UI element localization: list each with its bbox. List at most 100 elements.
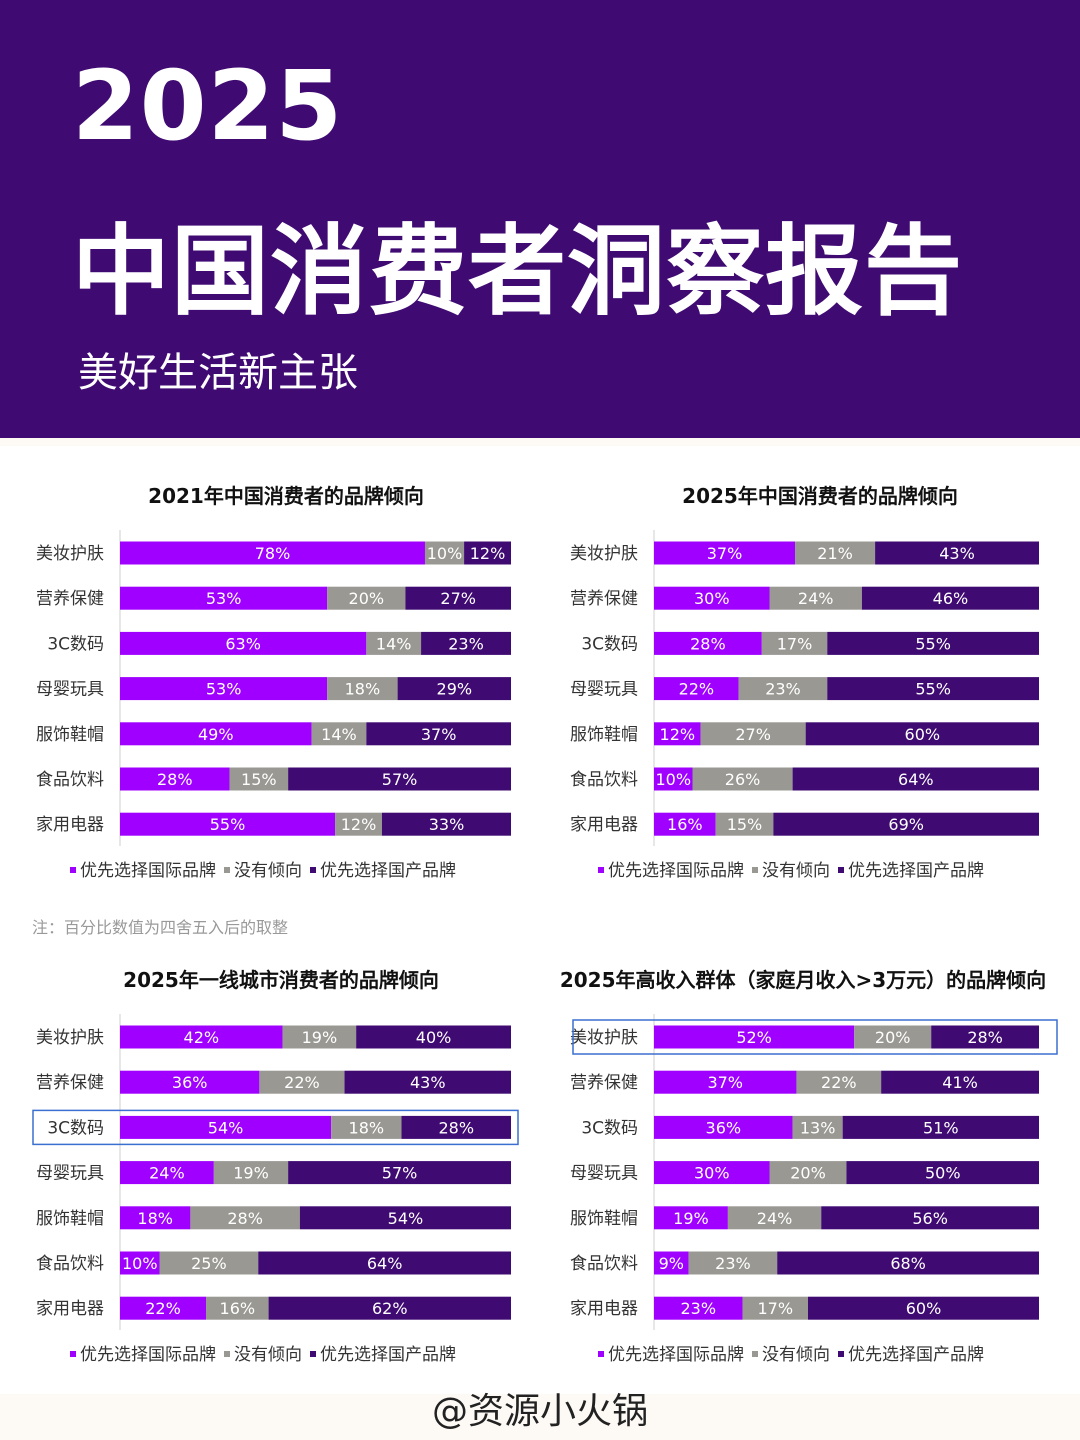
data-label: 37% [707, 1073, 743, 1092]
bar-segment [654, 1115, 793, 1139]
bar-segment [327, 677, 398, 701]
bar-segment [282, 1025, 357, 1049]
bar-segment [827, 631, 1039, 655]
legend-swatch [752, 867, 758, 873]
data-label: 57% [382, 770, 418, 789]
chart-brand-preference-tier1: 美妆护肤 42% 19% 40% 营养保健 36% 22% 43% 3C数码 54% 18% 28% 母… [32, 1014, 519, 1365]
report-year: 2025 [72, 50, 344, 162]
data-label: 17% [777, 634, 813, 653]
bar-segment [742, 1296, 808, 1320]
data-label: 53% [206, 589, 242, 608]
bar-segment [821, 1206, 1039, 1230]
highlight-box [572, 1019, 1058, 1055]
bar-segment [120, 1296, 207, 1320]
data-label: 27% [735, 725, 771, 744]
data-label: 18% [137, 1209, 173, 1228]
data-label: 22% [821, 1073, 857, 1092]
data-label: 78% [255, 544, 291, 563]
bar-segment [846, 1161, 1039, 1185]
bar-segment [421, 631, 511, 655]
chart-title-2025: 2025年中国消费者的品牌倾向 [682, 484, 958, 508]
bar-segment [795, 541, 876, 565]
bar-segment [861, 586, 1039, 610]
data-label: 19% [233, 1164, 269, 1183]
legend-label: 优先选择国产品牌 [848, 861, 984, 881]
category-label: 3C数码 [581, 634, 638, 654]
category-label: 美妆护肤 [36, 1028, 104, 1048]
category-label: 服饰鞋帽 [36, 1209, 104, 1229]
highlight-box [32, 1109, 519, 1146]
legend-label: 优先选择国产品牌 [320, 1345, 456, 1365]
bar-segment [805, 722, 1039, 746]
category-label: 食品饮料 [36, 1254, 104, 1274]
data-label: 69% [888, 815, 924, 834]
chart-brand-preference-2025: 美妆护肤 37% 21% 43% 营养保健 30% 24% 46% 3C数码 28% 17% 55% 母… [570, 530, 1039, 881]
data-label: 15% [241, 770, 277, 789]
data-label: 36% [706, 1118, 742, 1137]
data-label: 22% [145, 1299, 181, 1318]
bar-segment [120, 767, 230, 791]
bar-segment [120, 677, 328, 701]
bar-segment [120, 722, 312, 746]
data-label: 52% [736, 1028, 772, 1047]
data-label: 22% [284, 1073, 320, 1092]
legend-swatch [752, 1351, 758, 1357]
data-label: 24% [798, 589, 834, 608]
bar-segment [311, 722, 367, 746]
category-label: 食品饮料 [36, 770, 104, 790]
bar-segment [213, 1161, 289, 1185]
bar-segment [654, 586, 770, 610]
category-label: 3C数码 [581, 1118, 638, 1138]
data-label: 13% [800, 1118, 836, 1137]
bar-segment [875, 541, 1039, 565]
bar-segment [259, 1070, 345, 1094]
category-label: 3C数码 [47, 634, 104, 654]
bar-segment [727, 1206, 822, 1230]
data-label: 46% [933, 589, 969, 608]
bar-segment [796, 1070, 882, 1094]
bar-segment [854, 1025, 932, 1049]
bar-segment [258, 1251, 511, 1275]
data-label: 24% [149, 1164, 185, 1183]
chart-title-high-income: 2025年高收入群体（家庭月收入>3万元）的品牌倾向 [559, 968, 1047, 992]
bar-segment [366, 631, 422, 655]
legend-label: 优先选择国际品牌 [608, 1345, 744, 1365]
legend-swatch [838, 1351, 844, 1357]
data-label: 25% [191, 1254, 227, 1273]
legend-swatch [70, 867, 76, 873]
category-label: 服饰鞋帽 [570, 1209, 638, 1229]
data-label: 28% [690, 634, 726, 653]
bar-segment [356, 1025, 511, 1049]
bar-segment [206, 1296, 269, 1320]
bar-segment [288, 1161, 511, 1185]
data-label: 23% [765, 680, 801, 699]
data-label: 20% [790, 1164, 826, 1183]
data-label: 18% [349, 1118, 385, 1137]
bar-segment [654, 541, 796, 565]
legend-label: 优先选择国产品牌 [848, 1345, 984, 1365]
chart-title-2021: 2021年中国消费者的品牌倾向 [148, 484, 424, 508]
bar-segment [654, 631, 762, 655]
data-label: 17% [757, 1299, 793, 1318]
data-label: 30% [694, 589, 730, 608]
report-subtitle: 美好生活新主张 [78, 350, 358, 396]
data-label: 18% [345, 680, 381, 699]
bar-segment [464, 541, 511, 565]
legend-label: 没有倾向 [762, 861, 830, 881]
bar-segment [931, 1025, 1039, 1049]
data-label: 37% [707, 544, 743, 563]
data-label: 19% [302, 1028, 338, 1047]
bar-segment [268, 1296, 511, 1320]
bar-segment [327, 586, 406, 610]
bar-segment [769, 586, 862, 610]
data-label: 62% [372, 1299, 408, 1318]
category-label: 3C数码 [47, 1118, 104, 1138]
report-title: 中国消费者洞察报告 [72, 215, 964, 329]
category-label: 营养保健 [36, 1073, 104, 1093]
data-label: 42% [184, 1028, 220, 1047]
bar-segment [688, 1251, 778, 1275]
bar-segment [120, 1070, 260, 1094]
data-label: 22% [679, 680, 715, 699]
data-label: 43% [939, 544, 975, 563]
bar-segment [120, 1206, 191, 1230]
